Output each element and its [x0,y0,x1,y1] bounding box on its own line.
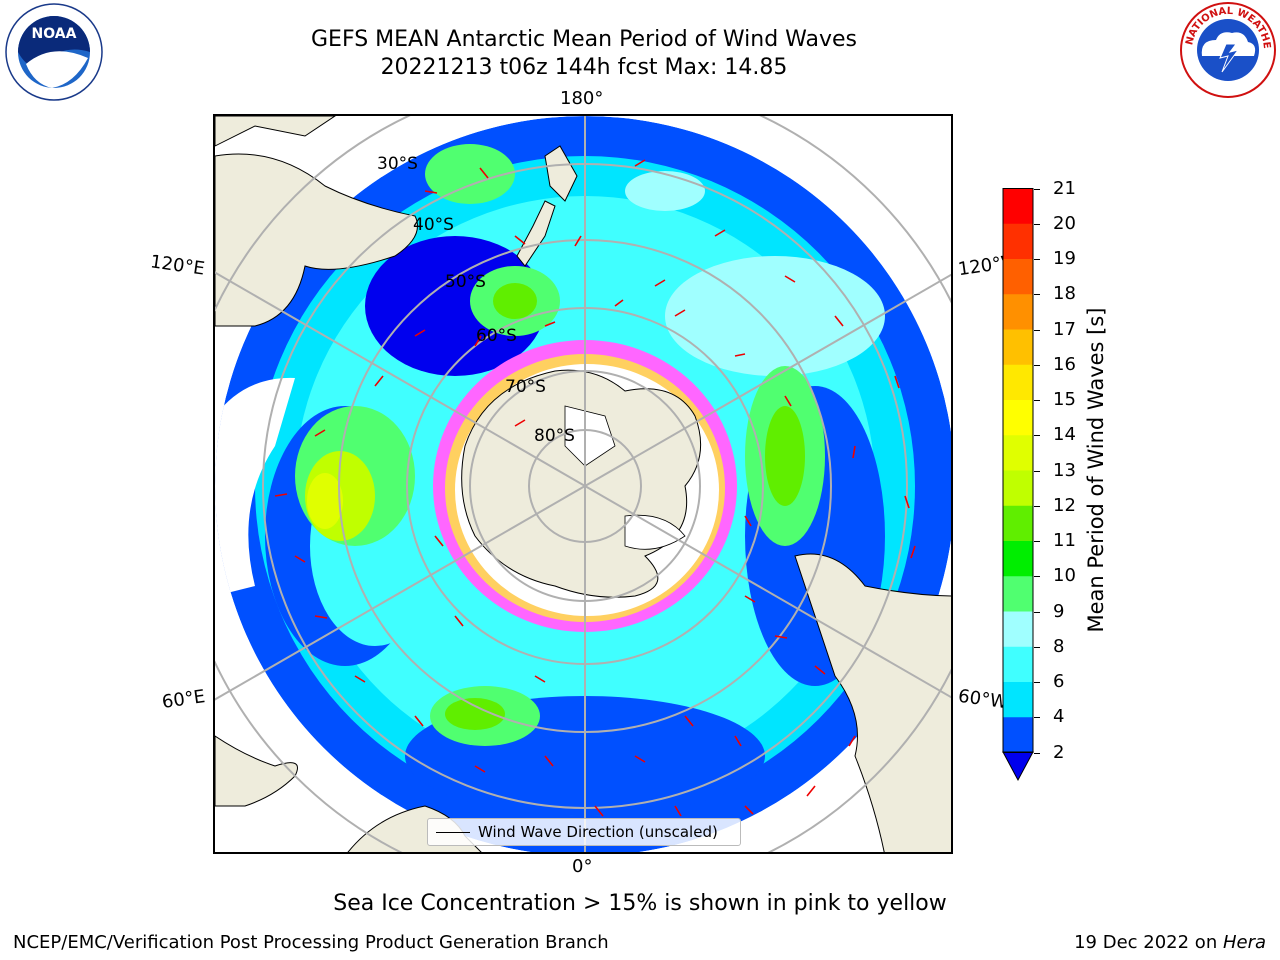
noaa-logo-text: NOAA [32,26,77,42]
colorbar-tick-mark [1034,364,1040,366]
lat-label-70s: 70°S [505,377,546,397]
colorbar-tick-label: 13 [1053,459,1076,481]
lat-label-50s: 50°S [445,272,486,292]
colorbar-title: Mean Period of Wind Waves [s] [1084,307,1108,633]
lat-label-80s: 80°S [534,426,575,446]
colorbar-tick-label: 9 [1053,600,1065,622]
colorbar-tick-mark [1034,294,1040,296]
lon-label-upper-left: 120°E [148,251,206,280]
colorbar-tick-mark [1034,400,1040,401]
credit-text: NCEP/EMC/Verification Post Processing Pr… [13,932,609,953]
colorbar-tick-label: 15 [1053,389,1076,410]
colorbar-tick-mark [1034,611,1040,613]
colorbar-tick-mark [1034,259,1040,260]
colorbar-tick-label: 20 [1053,212,1076,234]
colorbar-tick-mark [1034,188,1040,190]
lat-label-60s: 60°S [476,326,517,346]
colorbar-tick-mark [1034,717,1040,719]
lat-label-30s: 30°S [377,154,418,174]
date-host: Hera [1222,932,1266,953]
colorbar-bin [1003,258,1033,295]
map-frame: 30°S 40°S 50°S 60°S 70°S 80°S [213,114,953,854]
legend-line-icon [436,832,470,833]
date-text: 19 Dec 2022 on Hera [1074,932,1266,953]
colorbar-bin [1003,716,1033,753]
colorbar-bin [1003,329,1033,365]
colorbar-bin [1003,646,1033,682]
colorbar-tick-label: 16 [1053,353,1076,375]
colorbar-tick-label: 14 [1053,424,1076,446]
legend-label: Wind Wave Direction (unscaled) [478,823,718,841]
colorbar-bin [1003,575,1033,612]
colorbar-bin [1003,681,1033,718]
chart-title: GEFS MEAN Antarctic Mean Period of Wind … [311,27,857,52]
colorbar-tick-label: 4 [1053,706,1065,728]
colorbar-tick-label: 21 [1053,177,1076,199]
date-prefix: 19 Dec 2022 on [1074,932,1223,953]
colorbar-tick-label: 18 [1053,283,1076,305]
colorbar-tick-label: 8 [1053,635,1065,657]
colorbar-tick-mark [1034,329,1040,331]
colorbar-tick-mark [1034,435,1040,437]
sea-ice-note: Sea Ice Concentration > 15% is shown in … [333,891,947,916]
colorbar-bin [1003,364,1033,400]
chart-subtitle: 20221213 t06z 144h fcst Max: 14.85 [380,55,788,80]
colorbar-tick-mark [1034,576,1040,578]
colorbar-bin [1003,611,1033,647]
colorbar-tick-mark [1034,682,1040,683]
colorbar-bin [1003,188,1033,224]
colorbar-bin [1003,293,1033,330]
colorbar-svg [1002,188,1034,782]
colorbar-tick-mark [1034,470,1040,472]
colorbar-tick-label: 19 [1053,248,1076,269]
colorbar-bin [1003,434,1033,471]
colorbar-tick-label: 12 [1053,494,1076,516]
colorbar-bin [1003,223,1033,259]
colorbar-tick-label: 17 [1053,318,1076,340]
colorbar [1002,188,1034,782]
lon-label-lower-left: 60°E [160,686,207,713]
colorbar-outline [1002,188,1034,753]
colorbar-bin [1003,399,1033,436]
colorbar-tick-mark [1034,646,1040,648]
map-svg [215,116,951,852]
lon-label-bottom: 0° [572,856,593,877]
lat-label-40s: 40°S [413,215,454,235]
nws-logo: NATIONAL WEATHER SERVICE [1174,0,1278,100]
colorbar-tick-mark [1034,541,1040,542]
lon-label-top: 180° [560,88,604,109]
colorbar-bin [1003,470,1033,506]
colorbar-tick-label: 2 [1053,741,1065,763]
colorbar-tick-label: 11 [1053,530,1076,551]
colorbar-tick-label: 6 [1053,671,1065,692]
graticule [215,116,951,852]
colorbar-extend-arrow [1002,751,1034,782]
colorbar-bin [1003,540,1033,577]
colorbar-tick-label: 10 [1053,565,1076,587]
colorbar-tick-mark [1034,505,1040,507]
colorbar-tick-mark [1034,223,1040,225]
map-legend: Wind Wave Direction (unscaled) [427,818,741,846]
wind-wave-arrows [274,159,916,817]
colorbar-bin [1003,505,1033,541]
colorbar-tick-mark [1034,752,1040,754]
noaa-logo: NOAA [4,2,104,102]
